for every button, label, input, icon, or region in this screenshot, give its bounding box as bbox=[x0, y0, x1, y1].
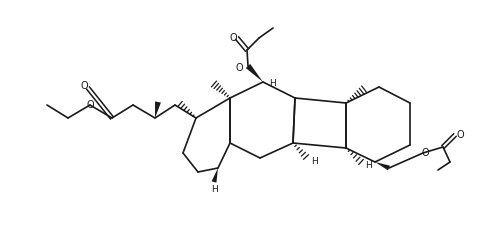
Text: O: O bbox=[456, 130, 464, 140]
Text: O: O bbox=[229, 33, 237, 43]
Polygon shape bbox=[211, 168, 218, 183]
Polygon shape bbox=[375, 162, 390, 170]
Text: H: H bbox=[312, 157, 318, 165]
Text: O: O bbox=[421, 148, 429, 158]
Text: H: H bbox=[211, 186, 217, 194]
Polygon shape bbox=[155, 102, 161, 118]
Text: O: O bbox=[86, 100, 94, 110]
Text: O: O bbox=[236, 63, 243, 73]
Text: H: H bbox=[366, 161, 372, 171]
Text: O: O bbox=[80, 81, 88, 91]
Polygon shape bbox=[246, 64, 263, 82]
Text: H: H bbox=[269, 80, 275, 88]
